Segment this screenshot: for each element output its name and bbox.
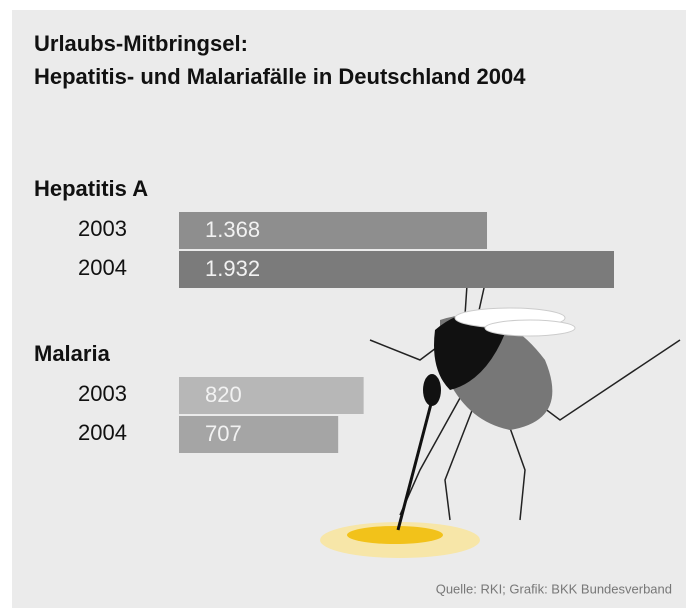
chart-title: Urlaubs-Mitbringsel:	[34, 31, 248, 56]
category-label: 2003	[78, 381, 127, 406]
category-label: 2004	[78, 255, 127, 280]
group-label: Hepatitis A	[34, 176, 148, 201]
panel	[12, 10, 686, 608]
category-label: 2003	[78, 216, 127, 241]
bar	[179, 251, 614, 288]
bar	[179, 416, 339, 453]
bar	[179, 212, 488, 249]
head	[423, 374, 441, 406]
value-label: 820	[205, 382, 242, 407]
wing	[484, 319, 576, 337]
source: Quelle: RKI; Grafik: BKK Bundesverband	[436, 581, 672, 596]
mosquito	[320, 269, 681, 558]
category-label: 2004	[78, 420, 127, 445]
value-label: 707	[205, 421, 242, 446]
value-label: 1.368	[205, 217, 260, 242]
bar	[179, 377, 364, 414]
chart-title: Hepatitis- und Malariafälle in Deutschla…	[34, 64, 526, 89]
puddle-core	[347, 526, 443, 544]
value-label: 1.932	[205, 256, 260, 281]
proboscis	[396, 399, 434, 531]
group-label: Malaria	[34, 341, 111, 366]
